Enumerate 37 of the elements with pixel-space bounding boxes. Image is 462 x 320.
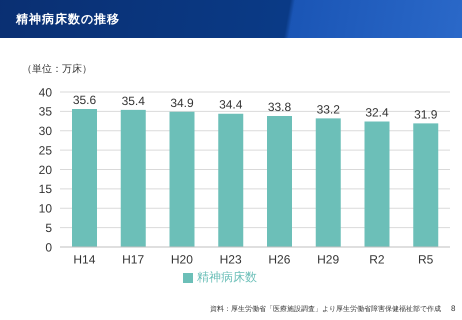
y-tick-label: 15: [38, 182, 52, 196]
bar: [120, 110, 146, 247]
x-tick-label: R2: [369, 252, 385, 267]
x-tick-label: H14: [73, 252, 96, 267]
y-tick-label: 10: [38, 202, 52, 216]
y-tick-label: 35: [38, 104, 52, 119]
data-label: 33.2: [316, 102, 340, 116]
y-tick-label: 0: [45, 240, 52, 254]
bar: [267, 116, 292, 247]
data-label: 32.4: [365, 105, 389, 120]
bar: [72, 109, 97, 247]
x-tick-label: H20: [170, 252, 194, 267]
data-label: 34.4: [219, 98, 243, 112]
x-tick-label: H29: [317, 252, 340, 267]
y-tick-label: 40: [38, 85, 52, 100]
x-tick-label: H26: [268, 252, 291, 267]
data-label: 34.9: [170, 96, 194, 110]
chart-title: 精神病床数の推移: [16, 11, 120, 28]
bar: [170, 112, 194, 247]
bar: [218, 114, 244, 247]
y-tick-label: 5: [45, 220, 52, 235]
y-tick-label: 20: [38, 162, 52, 177]
data-label: 31.9: [414, 107, 438, 122]
bar: [364, 121, 390, 247]
text: 8: [451, 304, 456, 313]
data-label: 35.6: [72, 93, 96, 108]
bar: [316, 118, 341, 247]
bar: [413, 123, 438, 247]
data-label: 33.8: [268, 100, 292, 114]
y-tick-label: 25: [38, 143, 52, 158]
x-tick-label: R5: [418, 252, 434, 267]
data-label: 35.4: [122, 94, 146, 108]
x-tick-label: H17: [122, 252, 144, 267]
y-axis-title: （単位：万床）: [22, 62, 92, 76]
y-tick-label: 30: [38, 124, 52, 138]
legend-label: 精神病床数: [197, 270, 257, 284]
x-tick-label: H23: [220, 252, 242, 267]
